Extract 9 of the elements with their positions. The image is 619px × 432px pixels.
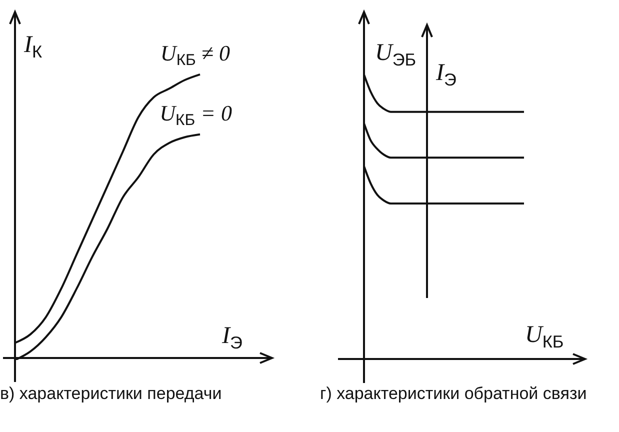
series-label: U$_{КБ}$ = 0 — [160, 100, 232, 130]
annotation: I$_{Э}$ — [435, 60, 456, 90]
series-label: U$_{КБ}$ ≠ 0 — [160, 40, 230, 70]
x-axis-title: U$_{КБ}$ — [525, 322, 564, 352]
text: в) характеристики передачи — [0, 384, 223, 404]
y-axis-title: I$_{К}$ — [23, 32, 42, 62]
text: г) характеристики обратной связи — [320, 384, 588, 404]
x-axis-title: I$_{Э}$ — [221, 323, 242, 352]
y-axis-title: U$_{ЭБ}$ — [375, 40, 416, 70]
